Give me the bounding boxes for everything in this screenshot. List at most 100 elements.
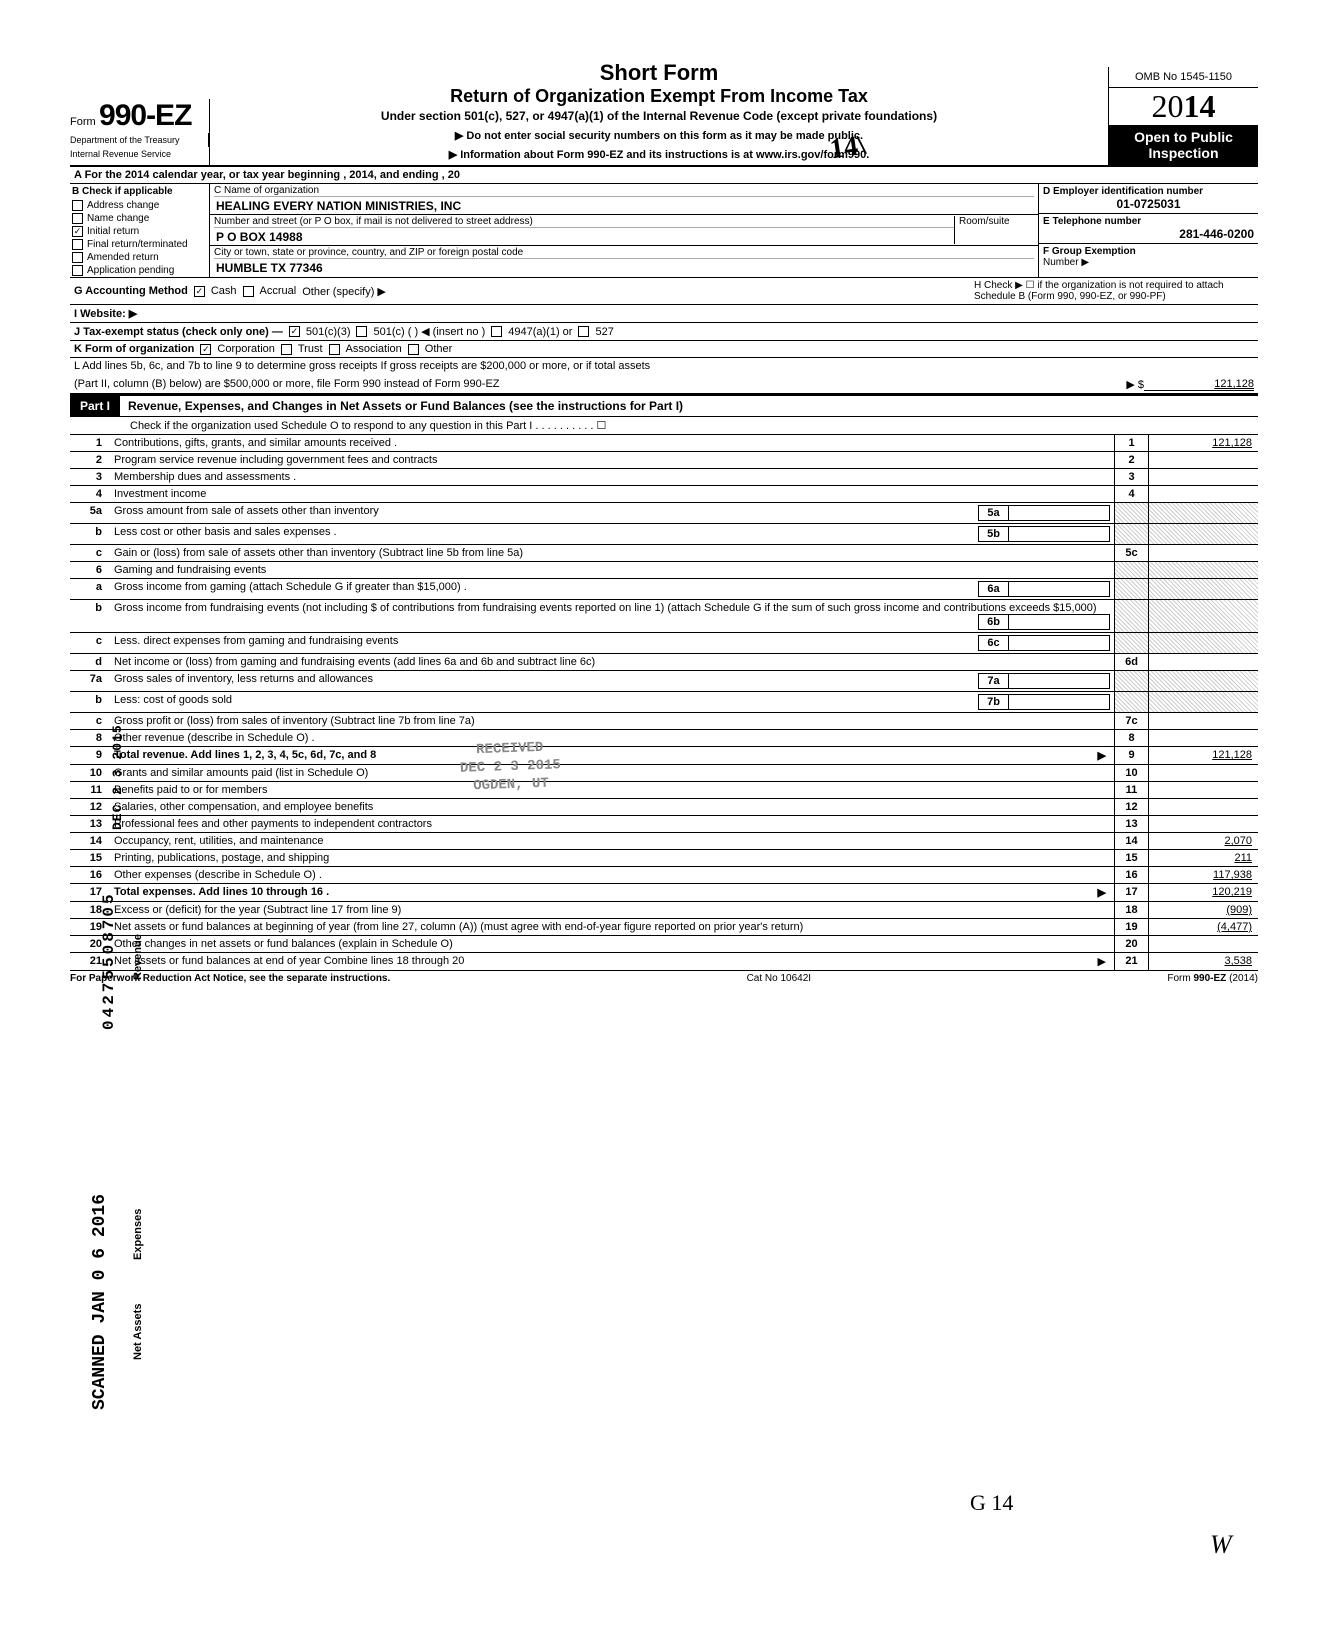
checkbox-icon[interactable]: ✓: [72, 226, 83, 237]
row-r4: 4Investment income4: [70, 486, 1258, 503]
line-desc: Printing, publications, postage, and shi…: [110, 850, 1114, 866]
part1-header: Part I Revenue, Expenses, and Changes in…: [70, 394, 1258, 417]
row-r9: 9Total revenue. Add lines 1, 2, 3, 4, 5c…: [70, 747, 1258, 765]
line-num: 8: [70, 730, 110, 746]
line-desc: Total expenses. Add lines 10 through 16 …: [110, 884, 1114, 901]
row-r6a: aGross income from gaming (attach Schedu…: [70, 579, 1258, 600]
check-label: Application pending: [87, 265, 174, 276]
box-shaded: [1114, 633, 1148, 653]
line-g-h: G Accounting Method ✓Cash Accrual Other …: [70, 278, 1258, 305]
box-num: 6d: [1114, 654, 1148, 670]
phone-value: 281-446-0200: [1043, 227, 1254, 241]
checkbox-icon[interactable]: [72, 200, 83, 211]
e-label: E Telephone number: [1043, 216, 1254, 227]
part1-label: Part I: [70, 396, 120, 416]
line-desc: Gross sales of inventory, less returns a…: [110, 671, 1114, 691]
box-val: 120,219: [1148, 884, 1258, 901]
box-num: 5c: [1114, 545, 1148, 561]
other-checkbox[interactable]: [408, 344, 419, 355]
box-num: 17: [1114, 884, 1148, 901]
row-r21: 21Net assets or fund balances at end of …: [70, 953, 1258, 971]
line-num: 5a: [70, 503, 110, 523]
box-shaded: [1114, 600, 1148, 632]
expenses-vert-label: Expenses: [132, 1209, 144, 1260]
row-r20: 20Other changes in net assets or fund ba…: [70, 936, 1258, 953]
box-num: 10: [1114, 765, 1148, 781]
box-num: 20: [1114, 936, 1148, 952]
501c3-checkbox[interactable]: ✓: [289, 326, 300, 337]
4947-checkbox[interactable]: [491, 326, 502, 337]
form-prefix: Form: [70, 116, 96, 128]
dept-treasury: Department of the Treasury: [70, 133, 209, 147]
cash-checkbox[interactable]: ✓: [194, 286, 205, 297]
line-desc: Contributions, gifts, grants, and simila…: [110, 435, 1114, 451]
line-desc: Grants and similar amounts paid (list in…: [110, 765, 1114, 781]
check-label: Initial return: [87, 226, 139, 237]
row-r7c: cGross profit or (loss) from sales of in…: [70, 713, 1258, 730]
check-label: Address change: [87, 200, 159, 211]
check-label: Name change: [87, 213, 149, 224]
footer-left: For Paperwork Reduction Act Notice, see …: [70, 973, 390, 984]
row-r2: 2Program service revenue including gover…: [70, 452, 1258, 469]
row-r11: 11Benefits paid to or for members11: [70, 782, 1258, 799]
form-header: Form 990-EZ Department of the Treasury I…: [70, 60, 1258, 167]
corp-checkbox[interactable]: ✓: [200, 344, 211, 355]
checkbox-icon[interactable]: [72, 213, 83, 224]
instruction-2: ▶ Information about Form 990-EZ and its …: [220, 148, 1098, 161]
part1-check-line: Check if the organization used Schedule …: [70, 417, 1258, 435]
checkbox-icon[interactable]: [72, 265, 83, 276]
527-checkbox[interactable]: [578, 326, 589, 337]
box-shaded: [1114, 562, 1148, 578]
check-amended-return: Amended return: [70, 251, 209, 264]
gross-receipts: 121,128: [1144, 378, 1254, 391]
box-val: 3,538: [1148, 953, 1258, 970]
line-desc: Gaming and fundraising events: [110, 562, 1114, 578]
box-num: 4: [1114, 486, 1148, 502]
checkbox-icon[interactable]: [72, 239, 83, 250]
box-num: 18: [1114, 902, 1148, 918]
line-desc: Other expenses (describe in Schedule O) …: [110, 867, 1114, 883]
instruction-1: ▶ Do not enter social security numbers o…: [220, 129, 1098, 142]
line-desc: Gross income from fundraising events (no…: [110, 600, 1114, 632]
box-num: 1: [1114, 435, 1148, 451]
box-num: 11: [1114, 782, 1148, 798]
row-r5b: bLess cost or other basis and sales expe…: [70, 524, 1258, 545]
addr-value: P O BOX 14988: [214, 227, 954, 244]
c-label: C Name of organization: [214, 185, 1034, 196]
line-desc: Gross income from gaming (attach Schedul…: [110, 579, 1114, 599]
section-bcdef: B Check if applicable Address changeName…: [70, 184, 1258, 278]
row-r7b: bLess: cost of goods sold 7b: [70, 692, 1258, 713]
trust-checkbox[interactable]: [281, 344, 292, 355]
f-sub: Number ▶: [1043, 257, 1254, 268]
line-num: d: [70, 654, 110, 670]
line-desc: Total revenue. Add lines 1, 2, 3, 4, 5c,…: [110, 747, 1114, 764]
box-val: [1148, 654, 1258, 670]
line-num: 2: [70, 452, 110, 468]
line-num: 20: [70, 936, 110, 952]
row-r16: 16Other expenses (describe in Schedule O…: [70, 867, 1258, 884]
box-val: [1148, 486, 1258, 502]
line-desc: Gross profit or (loss) from sales of inv…: [110, 713, 1114, 729]
line-a: A For the 2014 calendar year, or tax yea…: [70, 167, 464, 183]
title-short-form: Short Form: [220, 60, 1098, 86]
box-val: [1148, 452, 1258, 468]
assoc-checkbox[interactable]: [329, 344, 340, 355]
line-desc: Net assets or fund balances at beginning…: [110, 919, 1114, 935]
ein-value: 01-0725031: [1043, 197, 1254, 211]
line-desc: Gain or (loss) from sale of assets other…: [110, 545, 1114, 561]
box-num: 16: [1114, 867, 1148, 883]
box-num: 15: [1114, 850, 1148, 866]
box-shaded: [1114, 503, 1148, 523]
box-num: 12: [1114, 799, 1148, 815]
check-label: Final return/terminated: [87, 239, 188, 250]
checkbox-icon[interactable]: [72, 252, 83, 263]
line-num: c: [70, 633, 110, 653]
line-k: K Form of organization ✓Corporation Trus…: [70, 341, 1258, 358]
501c-checkbox[interactable]: [356, 326, 367, 337]
line-num: 10: [70, 765, 110, 781]
line-num: 14: [70, 833, 110, 849]
accrual-checkbox[interactable]: [243, 286, 254, 297]
line-num: a: [70, 579, 110, 599]
box-val: 211: [1148, 850, 1258, 866]
form-990ez: 14\ Form 990-EZ Department of the Treasu…: [70, 60, 1258, 984]
